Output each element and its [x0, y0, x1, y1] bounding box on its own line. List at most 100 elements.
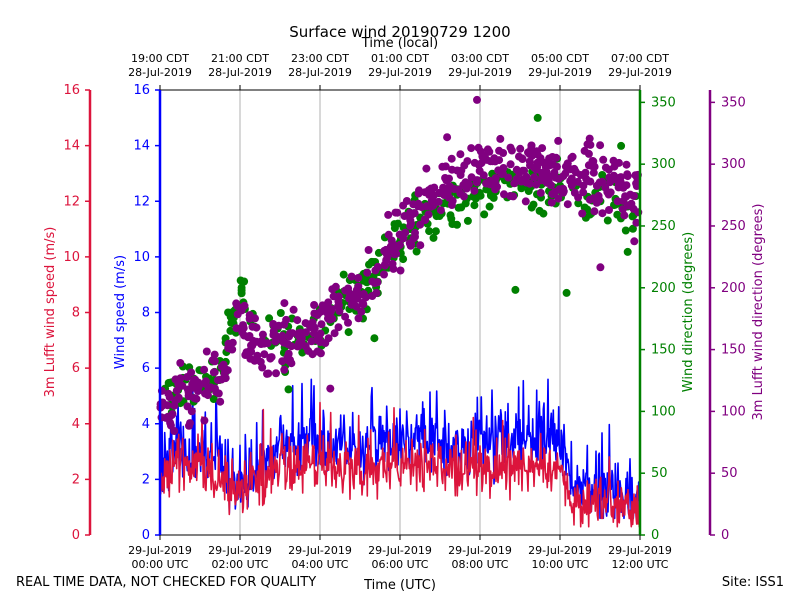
- lufft-direction-point: [525, 149, 534, 158]
- lufft-direction-point: [429, 201, 438, 210]
- lufft-direction-point: [354, 314, 363, 323]
- x-tick-label: 04:00 UTC: [291, 558, 348, 571]
- lufft-direction-point: [200, 416, 209, 425]
- axis-tick-label: 200: [651, 281, 676, 296]
- lufft-direction-point: [289, 305, 298, 314]
- lufft-direction-point: [588, 157, 597, 165]
- wind-direction-point: [431, 227, 440, 236]
- wind-direction-point: [524, 187, 533, 195]
- lufft-direction-point: [258, 330, 267, 339]
- wind-direction-point: [425, 227, 434, 236]
- lufft-direction-point: [631, 171, 640, 180]
- axis-tick-label: 350: [651, 95, 676, 110]
- axis-tick-label: 2: [72, 472, 80, 487]
- axis-tick-label: 4: [142, 417, 150, 432]
- lufft-direction-point: [599, 155, 608, 164]
- lufft-direction-point: [490, 154, 499, 163]
- axis-tick-label: 2: [142, 472, 150, 487]
- wind-direction-point: [574, 199, 583, 208]
- axis-tick-label: 8: [142, 306, 150, 321]
- lufft-direction-point: [516, 144, 525, 153]
- lufft-direction-point: [219, 360, 228, 369]
- wind-direction-point: [539, 209, 548, 218]
- lufft-direction-point: [421, 188, 429, 197]
- lufft-direction-point: [232, 324, 241, 333]
- wind-direction-point: [580, 203, 589, 212]
- lufft-direction-point: [246, 346, 255, 355]
- lufft-direction-point: [630, 237, 639, 246]
- axis-tick-label: 14: [133, 139, 150, 154]
- x-tick-label: 08:00 UTC: [451, 558, 508, 571]
- lufft-direction-point: [536, 154, 545, 163]
- axis-tick-label: 0: [72, 528, 80, 543]
- top-x-tick-label: 19:00 CDT: [131, 52, 189, 65]
- axis-tick-label: 100: [651, 404, 676, 419]
- lufft-direction-point: [595, 178, 604, 187]
- lufft-direction-point: [240, 301, 249, 310]
- lufft-direction-point: [294, 331, 303, 340]
- wind-direction-point: [470, 201, 479, 210]
- lufft-direction-point: [380, 261, 389, 270]
- lufft-direction-point: [256, 357, 265, 366]
- lufft-direction-point: [460, 161, 469, 170]
- wind-direction-point: [628, 212, 637, 221]
- lufft-direction-point: [590, 207, 599, 216]
- wind-direction-point: [533, 113, 542, 122]
- lufft-direction-point: [189, 383, 198, 392]
- lufft-direction-point: [176, 374, 185, 383]
- x-tick-label: 29-Jul-2019: [448, 544, 512, 557]
- x-tick-label: 29-Jul-2019: [128, 544, 192, 557]
- lufft-direction-point: [392, 249, 401, 258]
- lufft-direction-point: [302, 328, 310, 337]
- lufft-direction-point: [519, 175, 528, 184]
- top-x-tick-label: 21:00 CDT: [211, 52, 269, 65]
- lufft-direction-point: [380, 270, 388, 279]
- lufft-direction-point: [259, 339, 268, 348]
- site-label: Site: ISS1: [721, 575, 784, 590]
- lufft-direction-point: [201, 377, 210, 386]
- lufft-direction-point: [209, 356, 218, 365]
- lufft-direction-point: [542, 160, 551, 169]
- axis-tick-label: 50: [651, 466, 668, 481]
- lufft-direction-point: [293, 316, 302, 325]
- lufft-direction-axis-label: 3m Lufft wind direction (degrees): [751, 204, 766, 421]
- lufft-direction-point: [620, 211, 629, 220]
- wind-direction-point: [603, 216, 612, 225]
- lufft-direction-point: [316, 338, 325, 347]
- lufft-direction-point: [441, 174, 450, 182]
- lufft-direction-point: [596, 263, 605, 272]
- lufft-direction-point: [561, 162, 570, 171]
- lufft-direction-point: [580, 146, 589, 155]
- lufft-direction-point: [632, 218, 641, 227]
- lufft-direction-point: [554, 194, 563, 203]
- lufft-direction-point: [509, 192, 518, 201]
- lufft-direction-point: [354, 274, 363, 282]
- lufft-direction-point: [598, 209, 607, 218]
- axis-tick-label: 150: [651, 343, 676, 358]
- lufft-direction-point: [399, 201, 408, 210]
- lufft-direction-point: [347, 300, 356, 309]
- lufft-direction-point: [536, 188, 545, 197]
- lufft-direction-point: [453, 166, 462, 175]
- wind-direction-point: [429, 233, 438, 242]
- lufft-direction-point: [438, 162, 447, 171]
- lufft-direction-point: [200, 365, 209, 374]
- lufft-direction-point: [632, 179, 641, 188]
- lufft-direction-point: [269, 331, 278, 339]
- wind-speed-line: [159, 378, 641, 520]
- lufft-direction-point: [574, 193, 583, 202]
- lufft-direction-point: [506, 160, 515, 169]
- wind-direction-point: [463, 216, 472, 225]
- top-x-tick-label: 03:00 CDT: [451, 52, 509, 65]
- lufft-direction-point: [552, 153, 561, 162]
- lufft-direction-point: [506, 143, 515, 152]
- x-tick-label: 12:00 UTC: [611, 558, 668, 571]
- wind-direction-point: [598, 171, 607, 179]
- lufft-direction-point: [407, 219, 415, 228]
- lufft-direction-point: [461, 178, 470, 187]
- axis-tick-label: 10: [63, 250, 80, 265]
- wind-direction-point: [621, 226, 630, 235]
- lufft-direction-point: [604, 190, 613, 199]
- wind-direction-point: [511, 285, 520, 294]
